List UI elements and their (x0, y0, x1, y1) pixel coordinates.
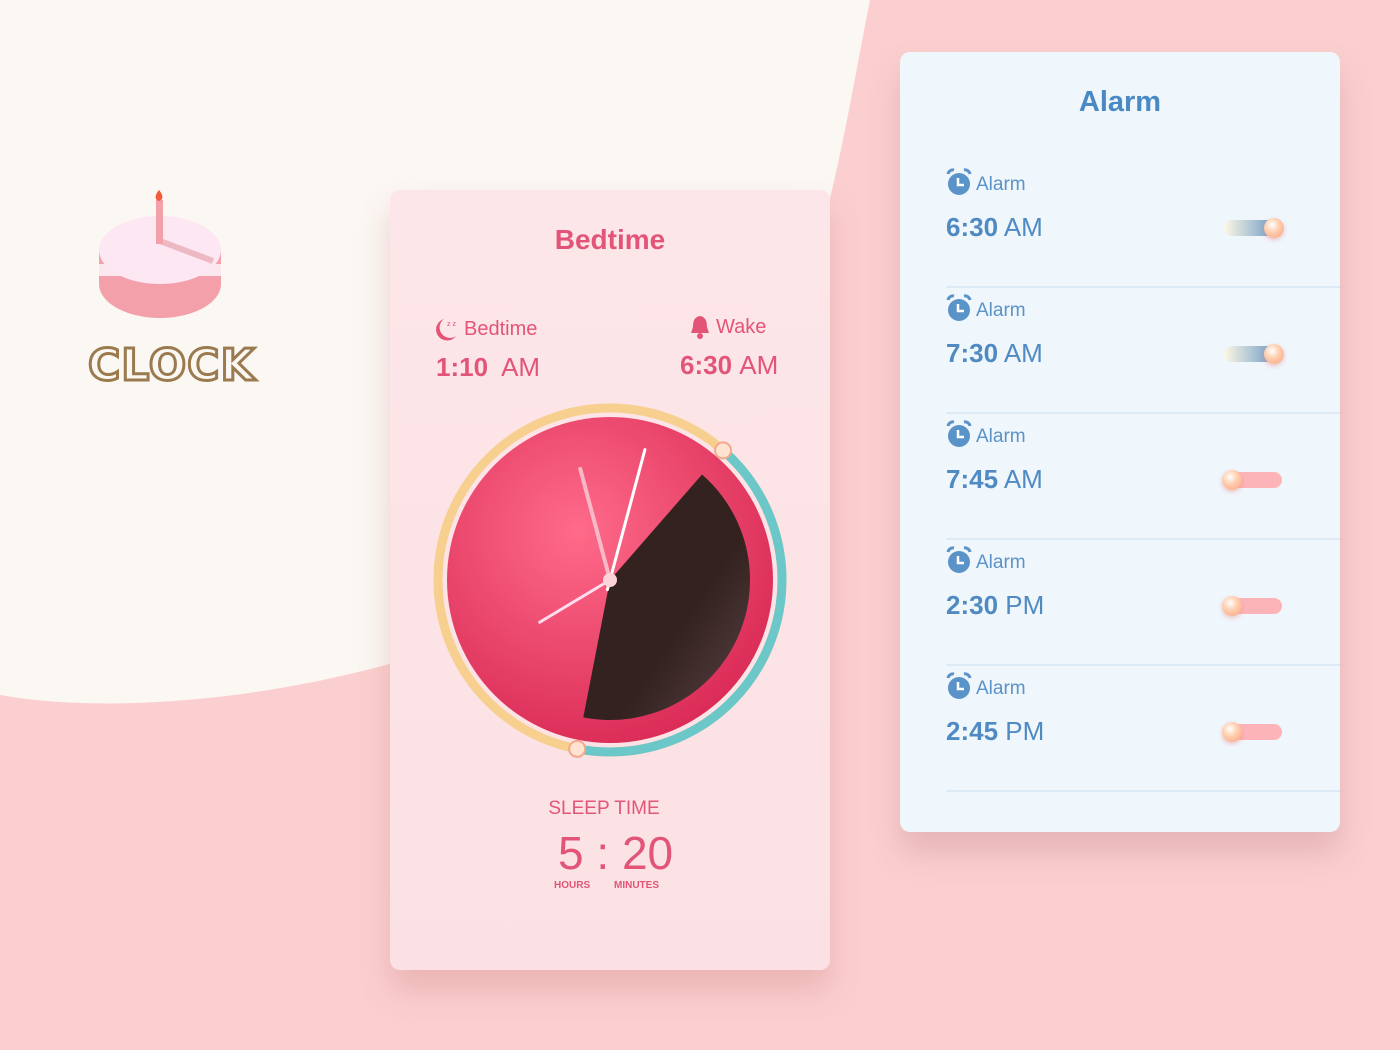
alarm-time: 7:30 AM (946, 338, 1043, 368)
sleep-ring-arc (576, 446, 787, 757)
alarm-label: Alarm (946, 546, 1026, 574)
bedtime-label: z z Bedtime (432, 316, 537, 342)
alarm-time: 2:45 PM (946, 716, 1045, 746)
wake-value[interactable]: 6:30 AM (680, 350, 779, 380)
alarm-toggle[interactable] (1224, 218, 1284, 238)
alarm-label: Alarm (946, 420, 1026, 448)
alarm-row[interactable]: Alarm 6:30 AM (946, 162, 1340, 288)
alarm-row[interactable]: Alarm 7:30 AM (946, 288, 1340, 414)
alarm-row[interactable]: Alarm 2:45 PM (946, 666, 1340, 792)
minute-hand (605, 448, 647, 592)
bedtime-handle[interactable] (568, 739, 587, 758)
alarm-row[interactable]: Alarm 2:30 PM (946, 540, 1340, 666)
alarm-clock-icon (946, 420, 972, 447)
clock-center-pin (603, 573, 617, 587)
alarm-toggle[interactable] (1222, 596, 1282, 616)
toggle-knob[interactable] (1222, 596, 1242, 616)
bedtime-title: Bedtime (554, 224, 666, 255)
toggle-knob[interactable] (1264, 218, 1284, 238)
alarm-toggle[interactable] (1222, 722, 1282, 742)
hours-label: HOURS (554, 880, 591, 891)
svg-text:z z: z z (447, 321, 456, 328)
brand-name: CLOCK (87, 339, 257, 393)
alarm-clock-icon (946, 294, 972, 321)
alarm-clock-icon (946, 168, 972, 195)
bedtime-card: Bedtime z z Bedtime 1:10 AM Wake 6:30 AM… (390, 190, 830, 970)
toggle-knob[interactable] (1264, 344, 1284, 364)
alarm-label: Alarm (946, 672, 1026, 700)
toggle-knob[interactable] (1222, 470, 1242, 490)
alarm-title: Alarm (1078, 86, 1162, 118)
brand-logo (88, 186, 238, 331)
bedtime-value[interactable]: 1:10 AM (436, 352, 541, 382)
alarm-clock-icon (946, 672, 972, 699)
sleep-clock-dial[interactable] (430, 400, 790, 760)
toggle-knob[interactable] (1222, 722, 1242, 742)
alarm-clock-icon (946, 546, 972, 573)
second-hand (538, 578, 612, 624)
alarm-time: 2:30 PM (946, 590, 1045, 620)
alarm-label: Alarm (946, 294, 1026, 322)
alarm-label: Alarm (946, 168, 1026, 196)
alarm-toggle[interactable] (1224, 344, 1284, 364)
alarm-time: 7:45 AM (946, 464, 1043, 494)
alarm-toggle[interactable] (1222, 470, 1282, 490)
sleep-time-value: 5 : 20 (558, 827, 674, 879)
alarm-time: 6:30 AM (946, 212, 1043, 242)
hour-hand (578, 466, 612, 582)
sleep-wedge (583, 474, 750, 720)
birthday-cake-icon (99, 190, 221, 318)
minutes-label: MINUTES (614, 880, 659, 891)
alarm-card: Alarm Alarm 6:30 AM Alarm 7:30 AM Alarm … (900, 52, 1340, 832)
wake-handle[interactable] (714, 441, 733, 460)
bell-icon (691, 316, 709, 339)
moon-sleep-icon: z z (436, 319, 456, 341)
sleep-time-label: SLEEP TIME (548, 798, 660, 819)
alarm-row[interactable]: Alarm 7:45 AM (946, 414, 1340, 540)
wake-label: Wake (688, 314, 766, 340)
